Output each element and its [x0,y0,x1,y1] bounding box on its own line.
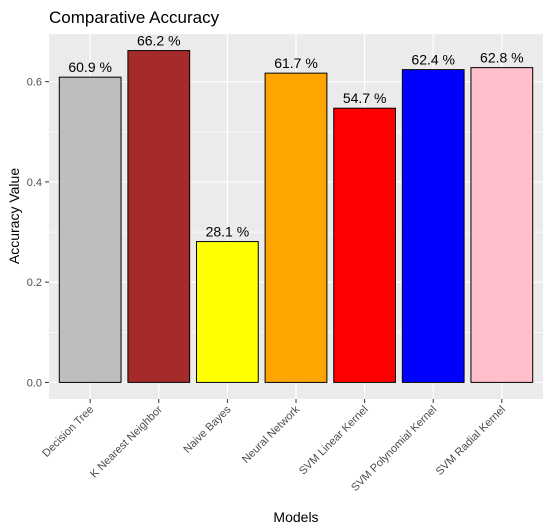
data-label: 62.4 % [411,52,455,68]
y-axis-title: Accuracy Value [6,168,22,264]
y-tick-label: 0.2 [27,277,42,289]
x-tick-label: Neural Network [240,403,302,465]
data-label: 66.2 % [137,33,181,49]
bar-naive-bayes [196,241,259,383]
bar-decision-tree [58,76,122,383]
bar-svm-polynomial-kernel [401,69,465,383]
y-tick-label: 0.4 [27,177,42,189]
y-tick-label: 0.0 [27,377,42,389]
data-label: 61.7 % [274,55,318,71]
bar-k-nearest-neighbor [127,50,191,383]
chart-title: Comparative Accuracy [49,8,220,27]
y-tick-label: 0.6 [27,77,42,89]
data-label: 60.9 % [68,59,112,75]
x-tick-label: SVM Linear Kernel [297,404,371,478]
x-tick-label: SVM Radial Kernel [434,404,508,478]
data-label: 54.7 % [343,90,387,106]
data-labels: 60.9 % 66.2 % 28.1 % 61.7 % 54.7 % 62.4 % 62.8… [68,33,523,240]
bars [58,50,534,383]
bar-neural-network [264,72,328,383]
x-axis-title: Models [273,509,318,525]
x-tick-label: Naive Bayes [181,403,234,456]
x-tick-label: Decision Tree [40,404,96,460]
bar-svm-radial-kernel [470,67,534,383]
data-label: 28.1 % [206,224,250,240]
bar-svm-linear-kernel [333,107,396,383]
data-label: 62.8 % [480,50,524,66]
y-axis-ticks: 0.0 0.2 0.4 0.6 [27,77,49,389]
x-tick-label: K Nearest Neighbor [88,403,165,480]
